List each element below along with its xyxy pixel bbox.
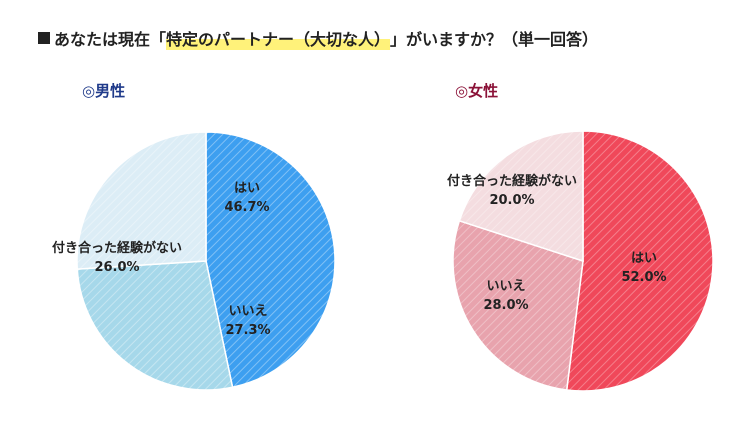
female-slice-no-label: いいえ — [486, 279, 525, 294]
male-slice-no-label: いいえ — [228, 304, 267, 319]
male-pie: はい 46.7% いいえ 27.3% 付き合った経験がない 26.0% — [52, 131, 336, 391]
female-slice-yes-value: 52.0% — [621, 270, 666, 285]
female-chart-title: ◎女性 — [455, 82, 499, 100]
title-suffix: 」がいますか？（単一回答） — [390, 30, 599, 49]
male-slice-never-label: 付き合った経験がない — [52, 240, 182, 256]
female-slice-never-texture — [459, 131, 583, 261]
survey-question-title: あなたは現在「 特定のパートナー（大切な人） 」がいますか？（単一回答） — [38, 26, 598, 50]
male-slice-never-value: 26.0% — [94, 260, 139, 275]
female-slice-no-texture — [452, 220, 583, 390]
female-slice-yes-texture — [566, 131, 713, 391]
male-slice-yes-value: 46.7% — [224, 200, 269, 215]
male-slice-never-texture — [77, 132, 207, 270]
female-slice-never-label: 付き合った経験がない — [447, 173, 577, 189]
female-slice-yes-label: はい — [631, 251, 657, 266]
female-slice-no-value: 28.0% — [483, 298, 528, 313]
title-highlight: 特定のパートナー（大切な人） — [166, 26, 391, 50]
male-slice-no-value: 27.3% — [225, 323, 270, 338]
bullet-square-icon — [38, 32, 50, 44]
male-chart-title: ◎男性 — [82, 82, 126, 100]
male-slice-no-texture — [77, 261, 233, 390]
male-slice-yes-texture — [206, 132, 335, 388]
female-slice-never-value: 20.0% — [489, 193, 534, 208]
female-pie: はい 52.0% いいえ 28.0% 付き合った経験がない 20.0% — [447, 130, 714, 392]
male-slice-yes-label: はい — [234, 181, 260, 196]
title-prefix: あなたは現在「 — [54, 30, 167, 49]
